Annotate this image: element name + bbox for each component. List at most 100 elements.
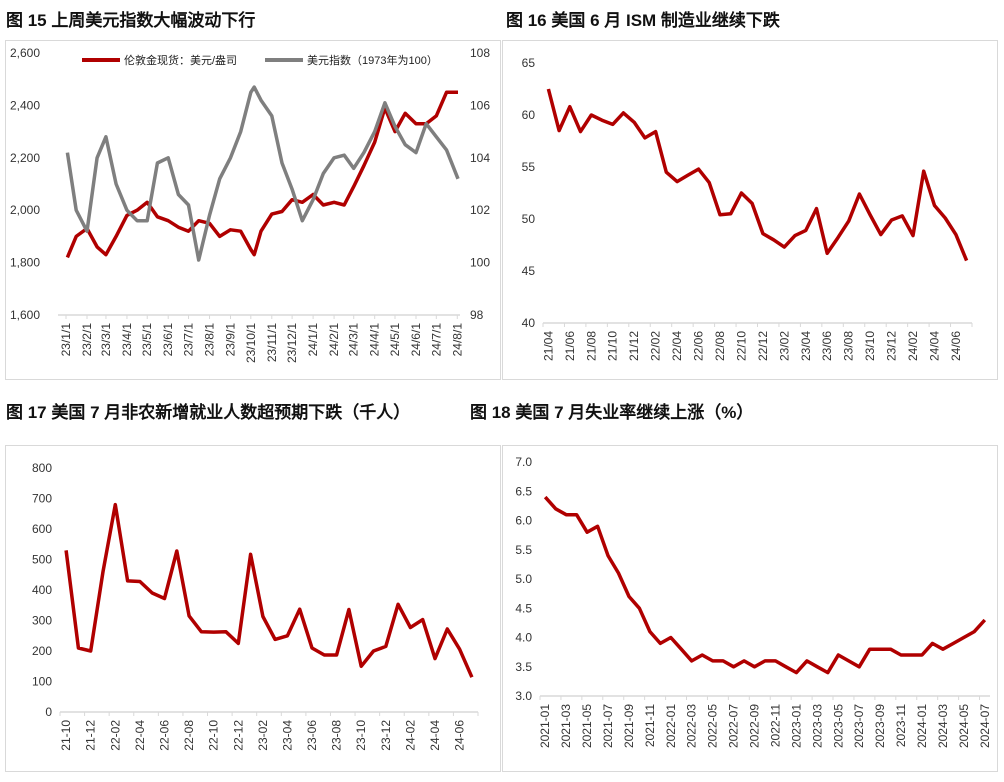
chart-17-y-tick-label: 200 [32, 644, 52, 658]
chart-18-title: 图 18 美国 7 月失业率继续上涨（%） [470, 403, 754, 422]
chart-15-right-y-tick-label: 102 [470, 203, 490, 217]
chart-15-x-tick-label: 23/3/1 [99, 323, 113, 357]
chart-17-frame [5, 445, 501, 772]
chart-16-x-tick-label: 23/06 [820, 331, 834, 361]
chart-16-x-tick-label: 22/08 [713, 331, 727, 361]
chart-17-x-tick-label: 22-08 [182, 720, 196, 751]
chart-18-y-tick-label: 4.0 [515, 631, 532, 645]
chart-18-x-tick-label: 2021-01 [538, 704, 552, 748]
chart-16-x-tick-label: 22/06 [692, 331, 706, 361]
chart-15-left-y-tick-label: 1,800 [10, 256, 40, 270]
chart-17-x-tick-label: 24-02 [403, 720, 417, 751]
chart-17-title: 图 17 美国 7 月非农新增就业人数超预期下跌（千人） [6, 403, 411, 422]
chart-16-y-tick-label: 60 [522, 108, 536, 122]
chart-17-series-line [64, 502, 474, 678]
chart-18-x-tick-label: 2023-01 [789, 704, 803, 748]
chart-18-x-tick-label: 2021-09 [622, 704, 636, 748]
chart-16-x-tick-label: 21/10 [606, 331, 620, 361]
chart-18-x-tick-label: 2024-01 [915, 704, 929, 748]
chart-15-x-tick-label: 23/1/1 [59, 323, 73, 357]
chart-17-y-tick-label: 0 [45, 705, 52, 719]
chart-15-left-y-tick-label: 2,400 [10, 98, 40, 112]
chart-17-x-tick-label: 24-06 [453, 720, 467, 751]
chart-15-left-y-tick-label: 1,600 [10, 308, 40, 322]
chart-15-x-tick-label: 23/2/1 [80, 323, 94, 357]
chart-18-x-tick-label: 2023-05 [831, 704, 845, 748]
chart-15-x-tick-label: 23/10/1 [244, 323, 258, 363]
chart-18-x-tick-label: 2022-05 [706, 704, 720, 748]
chart-15-right-y-tick-label: 106 [470, 98, 490, 112]
chart-15-x-tick-label: 24/2/1 [327, 323, 341, 357]
chart-15-x-tick-label: 24/4/1 [368, 323, 382, 357]
chart-17-x-tick-label: 24-04 [428, 720, 442, 751]
chart-18-x-tick-label: 2021-07 [601, 704, 615, 748]
chart-16-x-tick-label: 24/06 [949, 331, 963, 361]
chart-15-frame [5, 40, 501, 380]
chart-15-x-tick-label: 23/4/1 [120, 323, 134, 357]
chart-15-x-tick-label: 24/6/1 [409, 323, 423, 357]
chart-16-x-tick-label: 21/06 [563, 331, 577, 361]
legend-label-1: 美元指数（1973年为100） [307, 53, 438, 67]
chart-17-x-tick-label: 21-12 [84, 720, 98, 751]
chart-15-x-tick-label: 23/11/1 [265, 323, 279, 362]
chart-17-y-tick-label: 400 [32, 583, 52, 597]
chart-17-y-tick-label: 700 [32, 492, 52, 506]
chart-17-x-tick-label: 23-12 [379, 720, 393, 751]
chart-15-left-y-tick-label: 2,000 [10, 203, 40, 217]
chart-16-title: 图 16 美国 6 月 ISM 制造业继续下跌 [506, 11, 780, 30]
chart-17-x-tick-label: 23-10 [354, 720, 368, 751]
chart-17-y-tick-label: 100 [32, 675, 52, 689]
chart-16-y-tick-label: 40 [522, 316, 536, 330]
chart-15-right-y-tick-label: 100 [470, 256, 490, 270]
chart-18-x-tick-label: 2024-07 [978, 704, 992, 748]
chart-15-x-tick-label: 23/6/1 [161, 323, 175, 357]
chart-15-left-y-tick-label: 2,200 [10, 151, 40, 165]
chart-15-right-y-tick-label: 104 [470, 151, 490, 165]
chart-17-y-tick-label: 300 [32, 614, 52, 628]
chart-18-x-tick-label: 2021-11 [643, 704, 657, 747]
chart-18-frame [502, 445, 998, 772]
chart-16-x-tick-label: 23/02 [777, 331, 791, 361]
chart-15-x-tick-label: 24/3/1 [347, 323, 361, 357]
chart-17-x-tick-label: 23-04 [280, 720, 294, 751]
chart-18-y-tick-label: 5.0 [515, 572, 532, 586]
dollar-index-line [65, 85, 460, 262]
chart-17-y-tick-label: 500 [32, 553, 52, 567]
chart-16-x-tick-label: 23/08 [842, 331, 856, 361]
chart-15-right-y-tick-label: 108 [470, 46, 490, 60]
chart-18-y-tick-label: 3.5 [515, 660, 532, 674]
chart-17-y-tick-label: 800 [32, 461, 52, 475]
chart-15-x-tick-label: 23/12/1 [285, 323, 299, 363]
chart-15-right-y-tick-label: 98 [470, 308, 484, 322]
chart-15-left-y-tick-label: 2,600 [10, 46, 40, 60]
chart-16-x-tick-label: 21/08 [584, 331, 598, 361]
chart-16-y-tick-label: 65 [522, 56, 536, 70]
chart-18-x-tick-label: 2023-07 [852, 704, 866, 748]
chart-17-x-tick-label: 21-10 [59, 720, 73, 751]
chart-16-x-tick-label: 22/10 [734, 331, 748, 361]
chart-15-x-tick-label: 23/9/1 [224, 323, 238, 357]
chart-17-x-tick-label: 22-06 [158, 720, 172, 751]
chart-18-y-tick-label: 7.0 [515, 455, 532, 469]
chart-18-x-tick-label: 2021-05 [580, 704, 594, 748]
chart-17-x-tick-label: 23-02 [256, 720, 270, 751]
london-gold-line [65, 90, 458, 259]
chart-18-x-tick-label: 2021-03 [559, 704, 573, 748]
chart-16-x-tick-label: 22/04 [670, 331, 684, 361]
chart-18-y-tick-label: 6.5 [515, 484, 532, 498]
chart-17-x-tick-label: 22-04 [133, 720, 147, 751]
chart-17-x-tick-label: 22-12 [231, 720, 245, 751]
chart-16-x-tick-label: 24/02 [906, 331, 920, 361]
chart-18-x-tick-label: 2024-03 [936, 704, 950, 748]
chart-18-x-tick-label: 2024-05 [957, 704, 971, 748]
chart-16-y-tick-label: 50 [522, 212, 536, 226]
chart-16-y-tick-label: 45 [522, 264, 536, 278]
chart-18-x-tick-label: 2022-11 [768, 704, 782, 747]
chart-16-x-tick-label: 21/12 [627, 331, 641, 361]
chart-16-x-tick-label: 22/12 [756, 331, 770, 361]
chart-18-y-tick-label: 6.0 [515, 514, 532, 528]
chart-18-series-line [543, 495, 987, 675]
chart-18-x-tick-label: 2022-07 [727, 704, 741, 748]
